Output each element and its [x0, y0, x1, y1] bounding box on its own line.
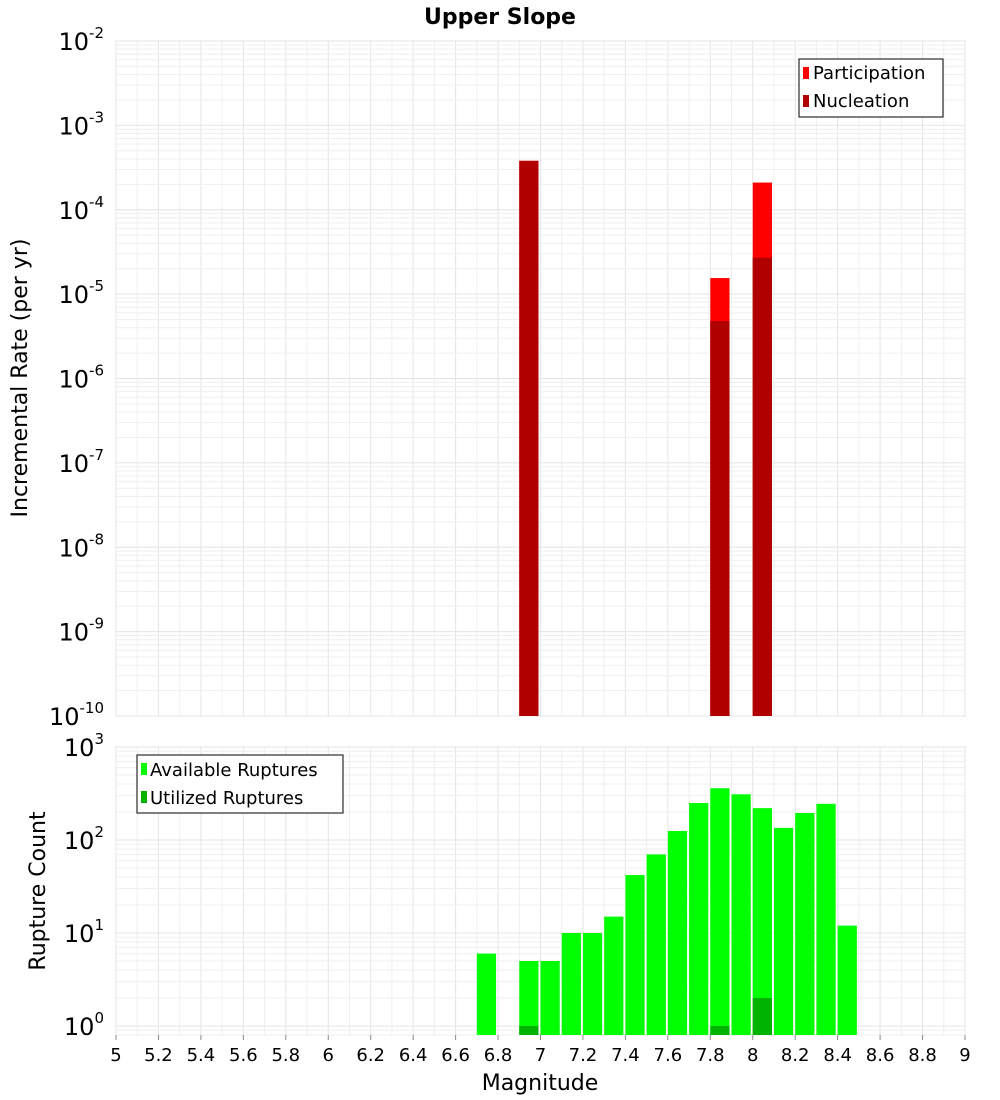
- y-tick-label: 10-6: [58, 362, 104, 394]
- bar-available-ruptures: [816, 803, 836, 1035]
- top-bars: [519, 160, 772, 717]
- x-tick-label: 8.2: [781, 1045, 810, 1066]
- x-tick-label: 6: [323, 1045, 334, 1066]
- bar-nucleation: [519, 160, 539, 717]
- legend-label-utilized-ruptures: Utilized Ruptures: [150, 788, 303, 809]
- bar-available-ruptures: [604, 916, 624, 1035]
- x-tick-label: 8: [747, 1045, 758, 1066]
- bottom-panel: 100 101 102 103 5 5.2 5.4 5.6 5.8 6 6.2 6.4 6.6 6.8 7…: [26, 730, 971, 1096]
- x-tick-label: 5.4: [187, 1045, 216, 1066]
- bar-available-ruptures: [476, 953, 497, 1035]
- bottom-legend: Available Ruptures Utilized Ruptures: [136, 754, 344, 814]
- legend-swatch-nucleation: [803, 95, 809, 107]
- y-tick-label: 10-4: [58, 193, 104, 225]
- top-legend: Participation Nucleation: [798, 58, 944, 118]
- legend-label-available-ruptures: Available Ruptures: [150, 760, 318, 781]
- bottom-bars: [476, 788, 857, 1035]
- bottom-legend-box: [136, 754, 344, 814]
- bar-utilized-ruptures: [710, 1025, 730, 1035]
- legend-swatch-participation: [803, 67, 809, 79]
- legend-swatch-available-ruptures: [141, 763, 147, 775]
- y-tick-label: 102: [64, 823, 104, 855]
- x-tick-label: 5.2: [144, 1045, 173, 1066]
- x-tick-label: 7.6: [654, 1045, 683, 1066]
- x-tick-label: 6.4: [399, 1045, 428, 1066]
- bar-available-ruptures: [731, 794, 751, 1035]
- bar-available-ruptures: [773, 827, 794, 1035]
- bar-utilized-ruptures: [519, 1025, 539, 1035]
- bar-nucleation: [752, 257, 772, 716]
- y-tick-label: 10-10: [49, 699, 104, 731]
- x-tick-label: 7.4: [611, 1045, 640, 1066]
- y-tick-label: 10-3: [58, 108, 104, 140]
- x-tick-label: 5: [110, 1045, 121, 1066]
- x-axis-label: Magnitude: [482, 1071, 599, 1096]
- top-legend-box: [798, 58, 944, 118]
- bar-available-ruptures: [582, 932, 603, 1035]
- y-tick-label: 103: [64, 730, 104, 762]
- top-gridlines: [115, 40, 966, 717]
- bar-available-ruptures: [646, 854, 666, 1035]
- bar-available-ruptures: [561, 932, 581, 1035]
- bar-available-ruptures: [625, 875, 645, 1035]
- bar-nucleation: [710, 321, 730, 716]
- x-tick-label: 8.8: [908, 1045, 937, 1066]
- bottom-x-ticks: 5 5.2 5.4 5.6 5.8 6 6.2 6.4 6.6 6.8 7 7.2 7.4 7.6 7.8 8…: [110, 1035, 971, 1066]
- x-tick-label: 7.8: [696, 1045, 725, 1066]
- bar-available-ruptures: [752, 808, 772, 1035]
- y-tick-label: 10-2: [58, 24, 104, 56]
- y-tick-label: 101: [64, 916, 104, 948]
- bar-available-ruptures: [837, 925, 857, 1035]
- y-tick-label: 10-5: [58, 277, 104, 309]
- y-tick-label: 10-7: [58, 446, 104, 478]
- y-tick-label: 10-9: [58, 615, 104, 647]
- bar-utilized-ruptures: [752, 997, 772, 1035]
- bar-available-ruptures: [519, 960, 539, 1035]
- y-tick-label: 100: [64, 1009, 104, 1041]
- top-y-axis-label: Incremental Rate (per yr): [8, 239, 33, 518]
- chart-title: Upper Slope: [424, 5, 576, 30]
- x-tick-label: 8.4: [823, 1045, 852, 1066]
- bar-available-ruptures: [540, 960, 560, 1035]
- x-tick-label: 7.2: [569, 1045, 598, 1066]
- top-panel: 10-10 10-9 10-8 10-7 10-6 10-5 10-4 10-3 10-2 In…: [8, 24, 966, 731]
- bottom-gridlines: [115, 746, 966, 1036]
- x-tick-label: 5.8: [271, 1045, 300, 1066]
- bottom-y-ticks: 100 101 102 103: [64, 730, 104, 1041]
- legend-label-participation: Participation: [813, 63, 925, 84]
- bar-available-ruptures: [710, 788, 730, 1035]
- x-tick-label: 9: [959, 1045, 970, 1066]
- x-tick-label: 7: [535, 1045, 546, 1066]
- top-y-ticks: 10-10 10-9 10-8 10-7 10-6 10-5 10-4 10-3 10-2: [49, 24, 104, 731]
- y-tick-label: 10-8: [58, 530, 104, 562]
- legend-swatch-utilized-ruptures: [141, 791, 147, 803]
- bottom-y-axis-label: Rupture Count: [26, 811, 51, 971]
- legend-label-nucleation: Nucleation: [813, 91, 909, 112]
- x-tick-label: 8.6: [866, 1045, 895, 1066]
- x-tick-label: 5.6: [229, 1045, 258, 1066]
- bar-available-ruptures: [689, 802, 709, 1035]
- x-tick-label: 6.8: [484, 1045, 513, 1066]
- x-tick-label: 6.6: [441, 1045, 470, 1066]
- x-tick-label: 6.2: [356, 1045, 385, 1066]
- bar-available-ruptures: [795, 813, 815, 1035]
- bar-available-ruptures: [667, 830, 688, 1035]
